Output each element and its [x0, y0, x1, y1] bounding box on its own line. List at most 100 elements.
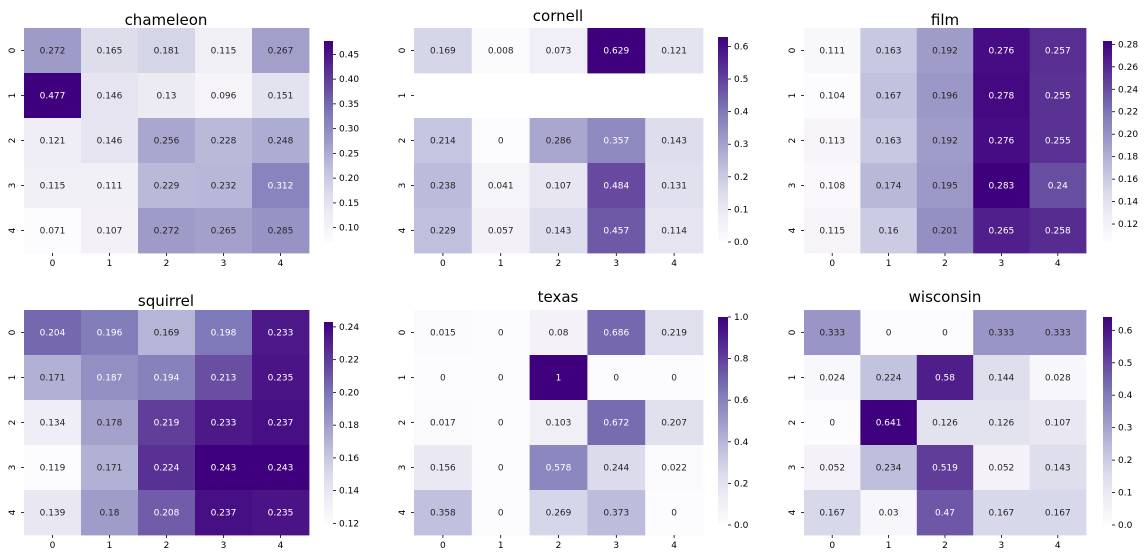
- heatmap-cell: [81, 208, 139, 254]
- chart-title: film: [931, 11, 959, 29]
- cell-value-label: 0.073: [546, 47, 572, 57]
- heatmap-cell: [973, 118, 1030, 164]
- cell-value-label: 0.228: [211, 137, 237, 147]
- chart-title: cornell: [533, 7, 583, 25]
- cell-value-label: 0.477: [40, 92, 66, 102]
- heatmap-cell: [138, 163, 196, 209]
- cell-value-label: 0.233: [211, 419, 237, 429]
- heatmap-cell: [587, 28, 646, 74]
- y-tick-label: 1: [398, 375, 408, 381]
- colorbar-tick-label: 0.0: [734, 238, 749, 248]
- x-tick-label: 4: [671, 259, 677, 269]
- cell-value-label: 0.285: [268, 227, 294, 237]
- heatmap-cell: [973, 310, 1030, 356]
- cell-value-label: 0.187: [97, 374, 123, 384]
- cell-value-label: 0.208: [154, 509, 180, 519]
- cell-value-label: 0.243: [268, 464, 294, 474]
- colorbar-tick-label: 0.5: [734, 75, 748, 85]
- heatmap-cell: [916, 310, 974, 356]
- heatmap-cell: [916, 400, 974, 446]
- cell-value-label: 0.143: [1045, 464, 1071, 474]
- cell-value-label: 0.196: [97, 329, 123, 339]
- heatmap-cell: [81, 73, 139, 119]
- cell-value-label: 0.201: [932, 227, 958, 237]
- cell-value-label: 0.126: [989, 419, 1015, 429]
- cell-value-label: 0.115: [211, 47, 237, 57]
- cell-value-label: 0.243: [211, 464, 237, 474]
- heatmap-cell: [804, 73, 861, 119]
- cell-value-label: 0.171: [97, 464, 123, 474]
- colorbar-tick-label: 0.45: [339, 50, 359, 60]
- heatmap-cell: [529, 208, 588, 254]
- heatmap-cell: [860, 163, 918, 209]
- cell-value-label: 0: [498, 374, 504, 384]
- heatmap-cell: [138, 445, 196, 491]
- heatmap-cell: [138, 118, 196, 164]
- y-tick-label: 1: [788, 93, 798, 99]
- colorbar-gradient: [1103, 317, 1112, 525]
- colorbar-tick-label: 0.22: [1118, 108, 1138, 118]
- heatmap-cell: [81, 28, 139, 74]
- colorbar-tick-label: 0.18: [339, 421, 359, 431]
- colorbar-tick-label: 0.2: [1118, 456, 1132, 466]
- cell-value-label: 0.143: [546, 227, 572, 237]
- colorbar-tick-label: 0.3: [734, 140, 748, 150]
- cell-value-label: 0: [671, 509, 677, 519]
- heatmap-cell: [138, 355, 196, 401]
- y-tick-label: 0: [788, 47, 798, 53]
- cell-value-label: 0.126: [932, 419, 958, 429]
- heatmap-cell: [138, 208, 196, 254]
- cell-value-label: 0.641: [876, 419, 902, 429]
- heatmap-cell: [645, 118, 704, 164]
- cell-value-label: 0.16: [879, 227, 899, 237]
- heatmap-cell: [471, 445, 530, 491]
- heatmap-cell: [1029, 400, 1087, 446]
- colorbar-gradient: [324, 41, 333, 242]
- cell-value-label: 0.194: [154, 374, 180, 384]
- cell-value-label: 0.028: [1045, 374, 1071, 384]
- cell-value-label: 0.232: [211, 182, 237, 192]
- heatmap-cell: [804, 355, 861, 401]
- colorbar-tick-label: 0.4: [734, 438, 749, 448]
- y-tick-label: 2: [8, 138, 18, 144]
- colorbar-tick-label: 0.4: [734, 108, 749, 118]
- y-tick-label: 2: [398, 138, 408, 144]
- x-tick-label: 2: [556, 259, 562, 269]
- x-tick-label: 2: [942, 541, 948, 551]
- heatmap-cell: [645, 163, 704, 209]
- heatmap-cell: [195, 208, 253, 254]
- heatmap-cell: [860, 28, 918, 74]
- heatmap-cell: [860, 310, 918, 356]
- colorbar-tick-label: 0.24: [339, 323, 359, 333]
- colorbar: 0.12 0.14 0.16 0.18 0.20 0.22 0.24: [324, 322, 359, 529]
- heatmap-cell: [1029, 28, 1087, 74]
- cell-value-label: 0.134: [40, 419, 66, 429]
- y-tick-label: 0: [398, 329, 408, 335]
- colorbar-tick-label: 0.5: [1118, 359, 1132, 369]
- cell-value-label: 0.58: [935, 374, 955, 384]
- heatmap-cell: [529, 490, 588, 536]
- x-tick-label: 3: [613, 259, 619, 269]
- cell-value-label: 0.629: [603, 47, 629, 57]
- cell-value-label: 0.107: [1045, 419, 1071, 429]
- cell-value-label: 0: [829, 419, 835, 429]
- cell-value-label: 0.022: [661, 464, 687, 474]
- cell-value-label: 0.146: [97, 137, 123, 147]
- heatmap-cell: [24, 163, 82, 209]
- heatmap-cell: [529, 118, 588, 164]
- y-tick-label: 1: [8, 375, 18, 381]
- colorbar-tick-label: 0.35: [339, 100, 359, 110]
- heatmap-cell: [252, 355, 310, 401]
- y-tick-label: 0: [8, 329, 18, 335]
- cell-value-label: 0: [498, 464, 504, 474]
- colorbar-tick-label: 0.28: [1118, 40, 1138, 50]
- x-tick-label: 0: [440, 259, 446, 269]
- y-tick-label: 3: [788, 465, 798, 471]
- cell-value-label: 0.108: [819, 182, 845, 192]
- y-tick-label: 4: [8, 509, 18, 515]
- heatmap-cell: [529, 28, 588, 74]
- colorbar-gradient: [718, 317, 728, 525]
- cell-value-label: 0.169: [430, 47, 456, 57]
